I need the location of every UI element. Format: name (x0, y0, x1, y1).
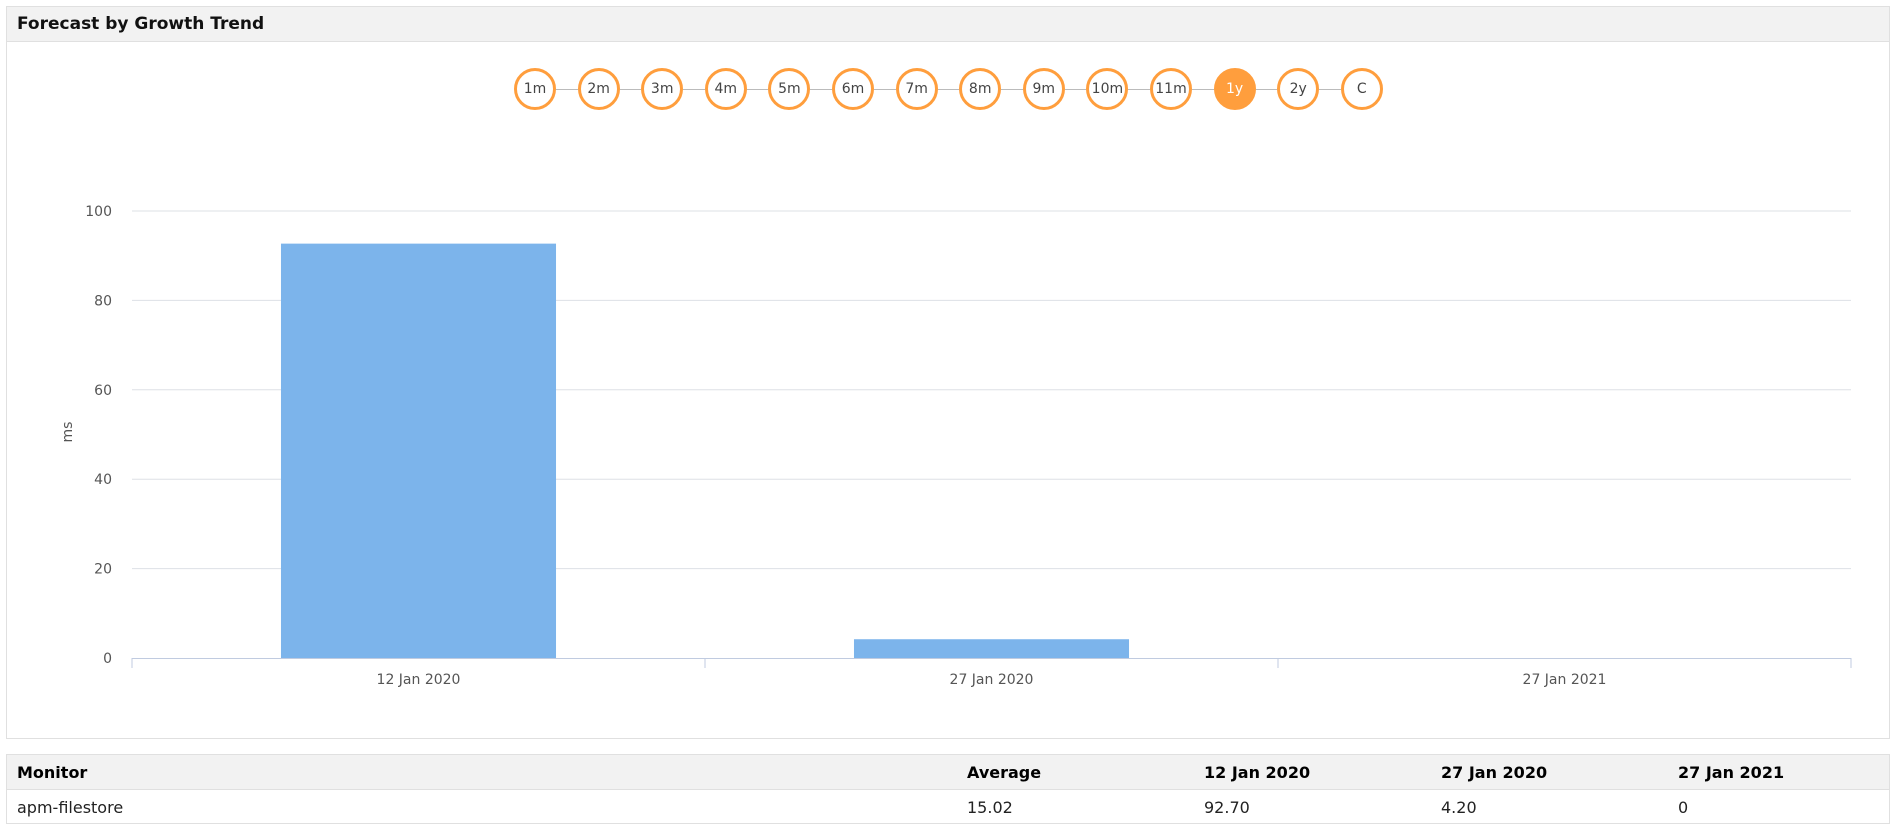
range-connector (746, 89, 769, 90)
range-button-5m[interactable]: 5m (768, 68, 811, 110)
range-button-11m[interactable]: 11m (1150, 68, 1192, 110)
forecast-table: Monitor Average 12 Jan 2020 27 Jan 2020 … (6, 754, 1890, 824)
range-connector (937, 89, 960, 90)
range-connector (619, 89, 642, 90)
range-button-C[interactable]: C (1340, 68, 1383, 110)
range-connector (556, 89, 578, 90)
value-date-1: 92.70 (1204, 798, 1250, 817)
panel-title: Forecast by Growth Trend (17, 14, 265, 34)
x-tick-label: 12 Jan 2020 (377, 672, 461, 688)
table-row: apm-filestore 15.02 92.70 4.20 0 (7, 790, 1889, 823)
range-connector (1001, 89, 1023, 90)
bar-27-Jan-2020 (853, 639, 1130, 658)
y-tick-label: 60 (94, 383, 112, 399)
range-connector (1128, 89, 1150, 90)
y-tick-label: 40 (94, 472, 112, 488)
average-value: 15.02 (967, 798, 1013, 817)
range-button-2m[interactable]: 2m (577, 68, 620, 110)
y-tick-label: 100 (85, 204, 112, 220)
x-tick-label: 27 Jan 2020 (950, 672, 1034, 688)
x-tick-label: 27 Jan 2021 (1523, 672, 1607, 688)
range-button-9m[interactable]: 9m (1022, 68, 1065, 110)
value-date-2: 4.20 (1441, 798, 1477, 817)
range-button-10m[interactable]: 10m (1086, 68, 1129, 110)
table-header: Monitor Average 12 Jan 2020 27 Jan 2020 … (7, 755, 1889, 790)
range-button-1m[interactable]: 1m (514, 68, 556, 110)
bar-12-Jan-2020 (280, 243, 557, 659)
forecast-panel: Forecast by Growth Trend (6, 6, 1890, 739)
range-connector (810, 89, 832, 90)
range-button-1y[interactable]: 1y (1213, 68, 1256, 110)
header-average: Average (967, 763, 1042, 782)
range-button-8m[interactable]: 8m (959, 68, 1002, 110)
range-connector (1319, 89, 1341, 90)
range-button-3m[interactable]: 3m (641, 68, 684, 110)
y-tick-label: 80 (94, 293, 112, 309)
range-button-2y[interactable]: 2y (1277, 68, 1320, 110)
header-date-1: 12 Jan 2020 (1204, 763, 1311, 782)
range-connector (1255, 89, 1278, 90)
range-connector (1064, 89, 1087, 90)
y-tick-label: 20 (94, 562, 112, 578)
header-date-2: 27 Jan 2020 (1441, 763, 1548, 782)
range-connector (683, 89, 705, 90)
range-connector (1192, 89, 1214, 90)
header-monitor: Monitor (17, 763, 88, 782)
header-date-3: 27 Jan 2021 (1678, 763, 1785, 782)
range-button-7m[interactable]: 7m (895, 68, 938, 110)
panel-header: Forecast by Growth Trend (7, 7, 1889, 42)
range-button-4m[interactable]: 4m (704, 68, 747, 110)
monitor-name: apm-filestore (17, 798, 124, 817)
y-tick-label: 0 (103, 651, 112, 667)
range-button-6m[interactable]: 6m (832, 68, 874, 110)
value-date-3: 0 (1678, 798, 1689, 817)
bar-chart: 0 20 40 60 80 100 ms 12 Jan 2020 27 Jan 2020 27 J… (60, 204, 1852, 688)
y-axis-label: ms (60, 422, 76, 443)
range-connector (874, 89, 896, 90)
